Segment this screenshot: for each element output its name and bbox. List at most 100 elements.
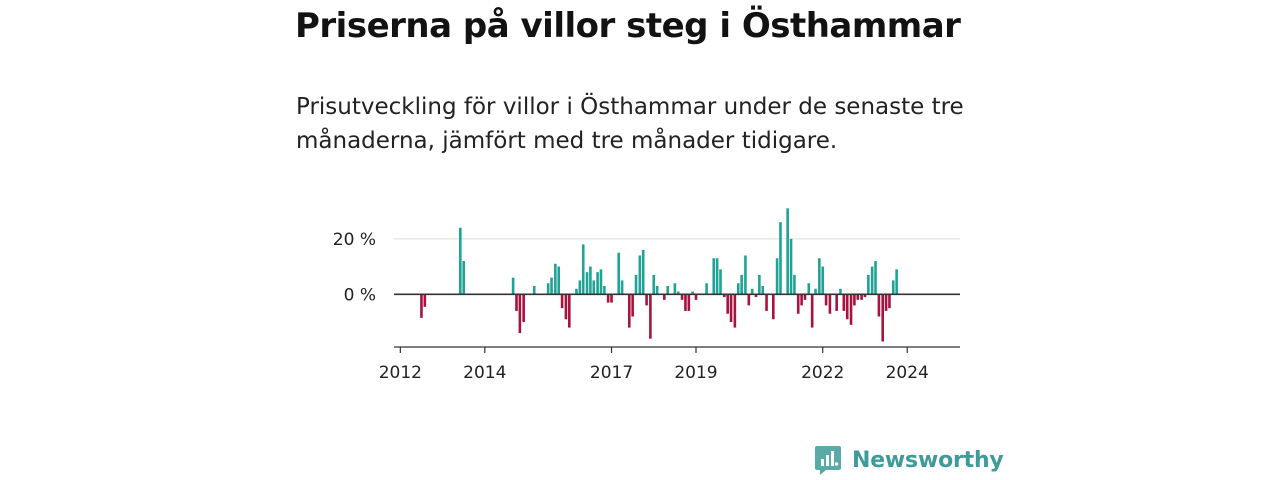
bar bbox=[729, 294, 733, 323]
x-tick-label: 2019 bbox=[674, 363, 717, 383]
axis-layer: 0 % 20 % 2012 2014 2017 2019 2022 2024 9 % bbox=[333, 0, 960, 383]
bar bbox=[581, 244, 585, 295]
bar bbox=[874, 261, 877, 295]
bar bbox=[606, 294, 610, 303]
bar bbox=[578, 280, 582, 295]
bar bbox=[800, 294, 803, 306]
bar bbox=[638, 255, 642, 295]
bar bbox=[789, 238, 793, 295]
bar bbox=[863, 294, 867, 298]
bar bbox=[550, 277, 553, 295]
bar bbox=[723, 294, 726, 298]
bars-layer bbox=[420, 208, 898, 342]
bar bbox=[793, 274, 796, 295]
bar bbox=[796, 294, 800, 314]
bar bbox=[620, 280, 624, 295]
bar bbox=[610, 294, 613, 303]
bar bbox=[554, 263, 557, 295]
bar bbox=[726, 294, 729, 314]
bar bbox=[814, 288, 817, 295]
x-tick-label: 2017 bbox=[590, 363, 633, 383]
bar bbox=[687, 294, 691, 311]
bar bbox=[691, 291, 694, 295]
bar bbox=[835, 294, 838, 311]
bar bbox=[663, 294, 666, 300]
bar bbox=[736, 283, 740, 295]
bar bbox=[856, 294, 860, 300]
bar bbox=[870, 266, 874, 295]
bar bbox=[645, 294, 648, 306]
x-tick-label: 2014 bbox=[463, 363, 506, 383]
bar bbox=[828, 294, 832, 314]
bar bbox=[750, 288, 754, 295]
bar bbox=[891, 280, 895, 295]
bar bbox=[599, 269, 603, 295]
bar bbox=[719, 269, 722, 295]
bar bbox=[747, 294, 751, 306]
bar bbox=[567, 294, 571, 328]
bar bbox=[740, 274, 743, 295]
page-subtitle: Prisutveckling för villor i Östhammar un… bbox=[296, 94, 964, 154]
bar bbox=[617, 252, 621, 295]
bar bbox=[705, 283, 708, 295]
bar bbox=[532, 285, 536, 295]
bar bbox=[888, 294, 891, 309]
bar bbox=[634, 274, 638, 295]
bar bbox=[786, 208, 789, 295]
page-title: Priserna på villor steg i Östhammar bbox=[295, 6, 961, 46]
x-tick-label: 2012 bbox=[379, 363, 422, 383]
bar bbox=[589, 266, 592, 295]
bar bbox=[462, 261, 465, 295]
brand-logo: Newsworthy bbox=[814, 444, 1004, 476]
bar bbox=[546, 283, 550, 295]
bar bbox=[694, 294, 698, 300]
bar bbox=[849, 294, 853, 325]
bar bbox=[779, 222, 782, 295]
bar bbox=[518, 294, 522, 334]
bar bbox=[649, 294, 652, 339]
bar bbox=[845, 294, 849, 320]
bar bbox=[772, 294, 775, 320]
bar bbox=[585, 272, 589, 295]
bar bbox=[744, 255, 747, 295]
bar bbox=[761, 285, 765, 295]
bar bbox=[420, 294, 423, 318]
bar bbox=[652, 274, 656, 295]
bar bbox=[715, 258, 719, 295]
bar bbox=[557, 266, 561, 295]
bar bbox=[522, 294, 525, 323]
bar bbox=[765, 294, 768, 311]
bar bbox=[775, 258, 779, 295]
bar bbox=[818, 258, 821, 295]
x-tick-label: 2022 bbox=[801, 363, 844, 383]
bar bbox=[754, 294, 758, 298]
bar bbox=[860, 294, 863, 300]
bar bbox=[867, 274, 870, 295]
bar bbox=[839, 288, 842, 295]
bar bbox=[627, 294, 631, 328]
bar bbox=[807, 283, 811, 295]
bar bbox=[596, 272, 599, 295]
bar bbox=[515, 294, 518, 311]
bar bbox=[560, 294, 564, 309]
price-change-bar-chart: 0 % 20 % 2012 2014 2017 2019 2022 2024 9 % bbox=[333, 0, 960, 383]
bar bbox=[676, 291, 680, 295]
bar bbox=[564, 294, 568, 320]
bar bbox=[733, 294, 737, 328]
bar bbox=[803, 294, 807, 300]
bar bbox=[631, 294, 634, 317]
bar bbox=[895, 269, 898, 295]
bar bbox=[821, 266, 825, 295]
bar bbox=[842, 294, 846, 311]
bar bbox=[877, 294, 881, 317]
bar bbox=[680, 294, 684, 300]
bar bbox=[423, 294, 427, 307]
bar bbox=[824, 294, 828, 306]
bar bbox=[712, 258, 716, 295]
last-value-label: 9 % bbox=[903, 0, 935, 5]
bar bbox=[592, 280, 596, 295]
bar bbox=[673, 283, 677, 295]
y-tick-label: 20 % bbox=[333, 230, 376, 250]
brand-name: Newsworthy bbox=[852, 447, 1004, 473]
bar bbox=[641, 249, 645, 295]
